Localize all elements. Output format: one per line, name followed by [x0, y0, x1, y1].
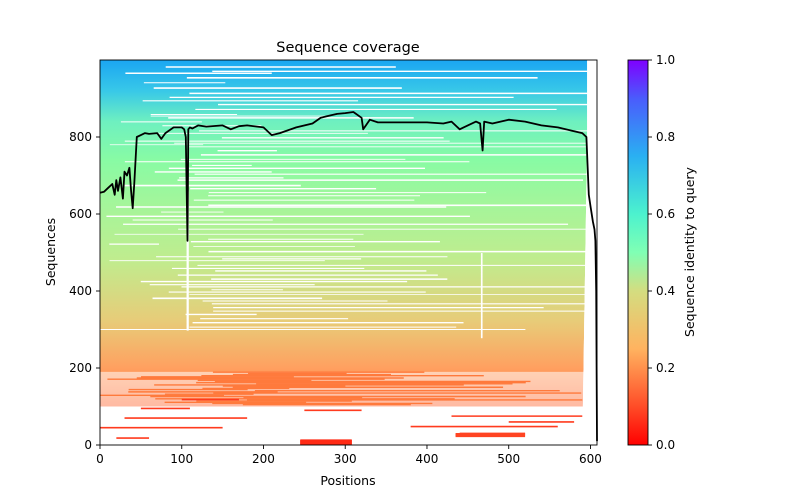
- colorbar-tick-label: 1.0: [656, 53, 675, 67]
- x-tick-label: 0: [96, 452, 104, 466]
- chart-title: Sequence coverage: [276, 40, 420, 56]
- x-axis-ticks: 0 100 200 300 400 500 600: [96, 445, 602, 466]
- colorbar-label: Sequence identity to query: [682, 166, 697, 337]
- x-tick-label: 100: [170, 452, 193, 466]
- colorbar-tick-label: 0.2: [656, 361, 675, 375]
- y-tick-label: 600: [69, 207, 92, 221]
- colorbar: [627, 59, 649, 446]
- coverage-heatmap: [100, 60, 597, 445]
- colorbar-ticks: 0.0 0.2 0.4 0.6 0.8 1.0: [648, 53, 675, 452]
- y-tick-label: 800: [69, 130, 92, 144]
- heatmap-gap-lines: [100, 60, 597, 445]
- plot-frame: [99, 59, 598, 446]
- x-tick-label: 400: [416, 452, 439, 466]
- colorbar-tick-label: 0.0: [656, 438, 675, 452]
- y-tick-label: 400: [69, 284, 92, 298]
- colorbar-tick-label: 0.6: [656, 207, 675, 221]
- y-axis-label: Sequences: [43, 218, 58, 286]
- x-tick-label: 600: [579, 452, 602, 466]
- y-axis-ticks: 0 200 400 600 800: [69, 130, 100, 452]
- colorbar-tick-label: 0.4: [656, 284, 675, 298]
- coverage-line: [99, 111, 598, 442]
- colorbar-tick-label: 0.8: [656, 130, 675, 144]
- y-tick-label: 200: [69, 361, 92, 375]
- x-axis-label: Positions: [320, 473, 375, 488]
- x-tick-label: 500: [497, 452, 520, 466]
- x-tick-label: 200: [252, 452, 275, 466]
- y-tick-label: 0: [84, 438, 92, 452]
- x-tick-label: 300: [334, 452, 357, 466]
